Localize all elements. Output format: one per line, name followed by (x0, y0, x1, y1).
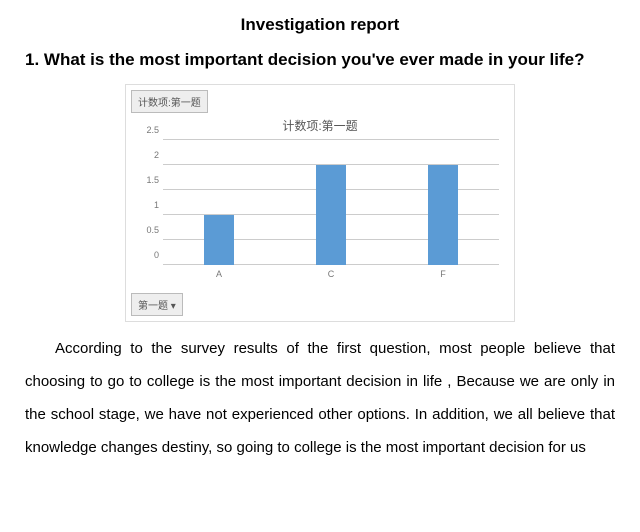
ytick-0: 0 (137, 250, 159, 260)
ytick-4: 2 (137, 150, 159, 160)
ytick-3: 1.5 (137, 175, 159, 185)
ytick-1: 0.5 (137, 225, 159, 235)
x-axis-labels: A C F (163, 269, 499, 279)
xlabel-1: C (301, 269, 361, 279)
ytick-2: 1 (137, 200, 159, 210)
chart-plot-area: 0 0.5 1 1.5 2 2.5 (163, 140, 499, 265)
xlabel-0: A (189, 269, 249, 279)
ytick-5: 2.5 (137, 125, 159, 135)
bar-C (316, 165, 346, 265)
paragraph-text: According to the survey results of the f… (25, 332, 615, 464)
report-title: Investigation report (25, 15, 615, 35)
chart-title: 计数项:第一题 (131, 117, 509, 134)
bar-F (428, 165, 458, 265)
xlabel-2: F (413, 269, 473, 279)
chart-dropdown[interactable]: 第一题 ▾ (131, 293, 183, 316)
bar-A (204, 215, 234, 265)
chart-legend: 计数项:第一题 (131, 90, 208, 113)
question-heading: 1. What is the most important decision y… (25, 45, 615, 76)
chart-container: 计数项:第一题 计数项:第一题 0 0.5 1 1.5 2 2.5 A C F … (125, 84, 515, 322)
